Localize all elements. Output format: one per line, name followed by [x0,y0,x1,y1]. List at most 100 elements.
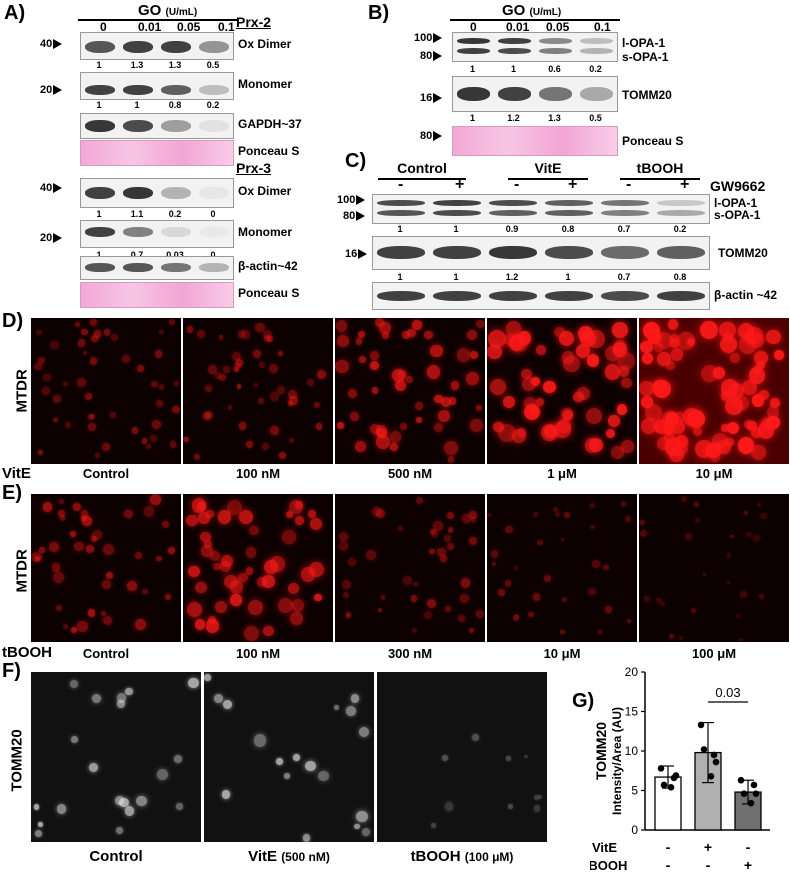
panel-e-image-2-cell [429,548,435,555]
panel-e-image-3-cell [627,619,632,624]
panel-c-opa-lower-band [489,210,537,216]
panel-d-image-4-cell [726,421,740,435]
panel-d-caption: 1 μM [547,466,577,481]
panel-e-image-2-cell [342,579,352,590]
panel-a-marker-arrow-icon [53,183,63,194]
panel-a-go-title: GO (U/mL) [138,2,198,19]
panel-e-image-2-cell [470,517,477,523]
panel-a-row-0-value: 0.5 [206,60,220,70]
panel-a-row-1-value: 0.8 [168,100,182,110]
panel-e-image-1-cell [207,615,216,624]
panel-f-image-2-cell [430,823,436,829]
prx3-title: Prx-3 [236,160,272,176]
panel-c-tomm-band [489,246,537,259]
panel-f-caption-main: tBOOH [410,848,461,865]
panel-d-image-1-cell [183,436,189,442]
panel-d-image-4-cell [774,350,784,360]
panel-e-image-3-cell [515,613,519,618]
panel-a-ponceau-7 [80,282,234,308]
panel-d-image-4-cell [759,389,769,400]
panel-e-image-1-cell [238,572,248,583]
panel-e-letter: E) [2,482,22,504]
panel-a-blot-6-band [161,263,191,272]
panel-d-image-1-cell [205,385,213,392]
panel-b-tomm-value: 1 [469,113,475,123]
panel-a-blot-2-band [199,120,229,132]
panel-b-opa-upper-band [457,38,490,44]
panel-d-image-2-cell [416,416,423,423]
panel-b-marker-16-text: 16 [420,92,433,104]
panel-d-image-0-cell [43,373,51,382]
panel-c-opa-value: 1 [453,224,459,234]
panel-d-image-0-cell [53,395,62,404]
panel-a-blot-4-band [161,187,191,199]
panel-b-opa-lower-band [580,48,613,54]
panel-a-blot-5-band [85,227,115,237]
panel-e-image-0-cell [134,619,146,631]
panel-b-opa-value: 0.6 [548,64,561,74]
panel-c-lopa-label: l-OPA-1 [714,196,758,210]
panel-f-image-2-cell [472,734,479,741]
panel-c-tomm-band [433,246,481,259]
panel-d-image-2-cell [415,402,424,411]
panel-d-image-0-cell [90,414,96,419]
panel-d-image-3-cell [562,409,574,421]
panel-a-row-1-value: 1 [96,100,102,110]
panel-e-image-0-cell [91,536,98,543]
panel-d-image-2-cell [389,442,399,452]
panel-c-actin-band [433,291,481,301]
panel-d-image-4-cell [676,331,695,350]
panel-c-marker-80: 80 [343,210,366,222]
panel-c-tomm-blot [372,236,710,270]
panel-e-image-0-cell [143,506,154,517]
panel-e-image-1-cell [245,567,254,575]
panel-a-blot-5 [80,220,234,248]
panel-d-image-1-cell [288,396,298,406]
panel-e-image-0-cell [59,499,64,505]
panel-e-image-3-cell [513,615,520,622]
panel-c-sign: - [514,176,520,193]
panel-d-image-0-cell [88,423,96,431]
panel-d-image-4-cell [699,320,718,339]
panel-d-image-3-cell [521,376,536,391]
panel-d-image-3-cell [554,327,565,338]
panel-c-marker-80-arrow-icon [356,211,366,222]
panel-e-image-0-cell [105,572,113,580]
panel-e-image-1-cell [201,545,213,557]
panel-d-image-3-cell [487,344,503,360]
panel-b-marker-100: 100 [414,32,443,44]
panel-d-image-2 [335,318,485,464]
panel-c-opa-value: 0.8 [561,224,575,234]
panel-b-go-title: GO (U/mL) [502,2,562,19]
panel-d-image-4-cell [750,444,766,460]
panel-d-image-0-cell [109,411,117,419]
g-row-vite-sign: - [746,839,751,855]
panel-e-image-2-cell [403,575,413,585]
panel-f-image-0-cell [176,803,183,810]
panel-e-image-3-cell [552,506,558,512]
panel-b-conc-label: 0.01 [506,20,530,34]
panel-d-image-0-cell [63,381,69,387]
panel-c-opa-upper-band [601,200,649,206]
panel-f-image-0-cell [34,830,42,838]
panel-e-image-0-cell [35,555,41,561]
panel-d-image-4-cell [766,405,780,419]
panel-e-image-4-cell [730,534,734,538]
panel-c-tomm-label: TOMM20 [718,246,768,260]
panel-e-image-4-cell [695,518,700,523]
panel-c-opa-upper-band [657,200,705,206]
panel-d-image-2-cell [430,344,443,358]
panel-e-image-0-cell [74,541,84,552]
panel-a-blot-4-band [85,187,115,199]
panel-e-image-0-cell [162,521,169,529]
g-data-point [752,790,760,797]
panel-c-tomm-value: 1 [397,272,403,282]
panel-d-image-2-cell [376,434,390,449]
panel-e-image-0-cell [58,510,66,518]
panel-b-tomm-band [457,87,490,101]
panel-e-image-0-cell [92,530,102,540]
g-data-point [700,746,708,753]
panel-f-image-0-cell [91,693,101,703]
panel-f-image-0-cell [115,796,124,806]
panel-b-marker-80-text: 80 [420,50,433,62]
